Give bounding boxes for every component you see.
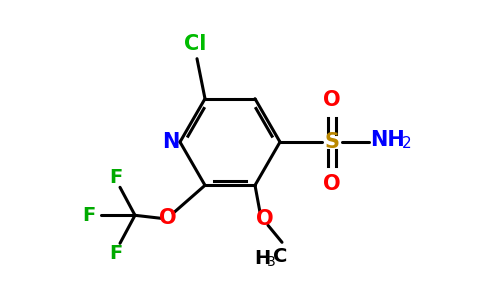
Text: O: O [323, 90, 341, 110]
Text: C: C [273, 247, 287, 266]
Text: Cl: Cl [184, 34, 206, 54]
Text: O: O [323, 174, 341, 194]
Text: H: H [254, 249, 270, 268]
Text: F: F [82, 206, 96, 225]
Text: S: S [324, 132, 339, 152]
Text: N: N [162, 132, 180, 152]
Text: 2: 2 [402, 136, 412, 152]
Text: F: F [109, 168, 122, 187]
Text: 3: 3 [267, 255, 275, 269]
Text: F: F [109, 244, 122, 263]
Text: NH: NH [370, 130, 404, 150]
Text: O: O [159, 208, 177, 228]
Text: O: O [256, 209, 274, 229]
